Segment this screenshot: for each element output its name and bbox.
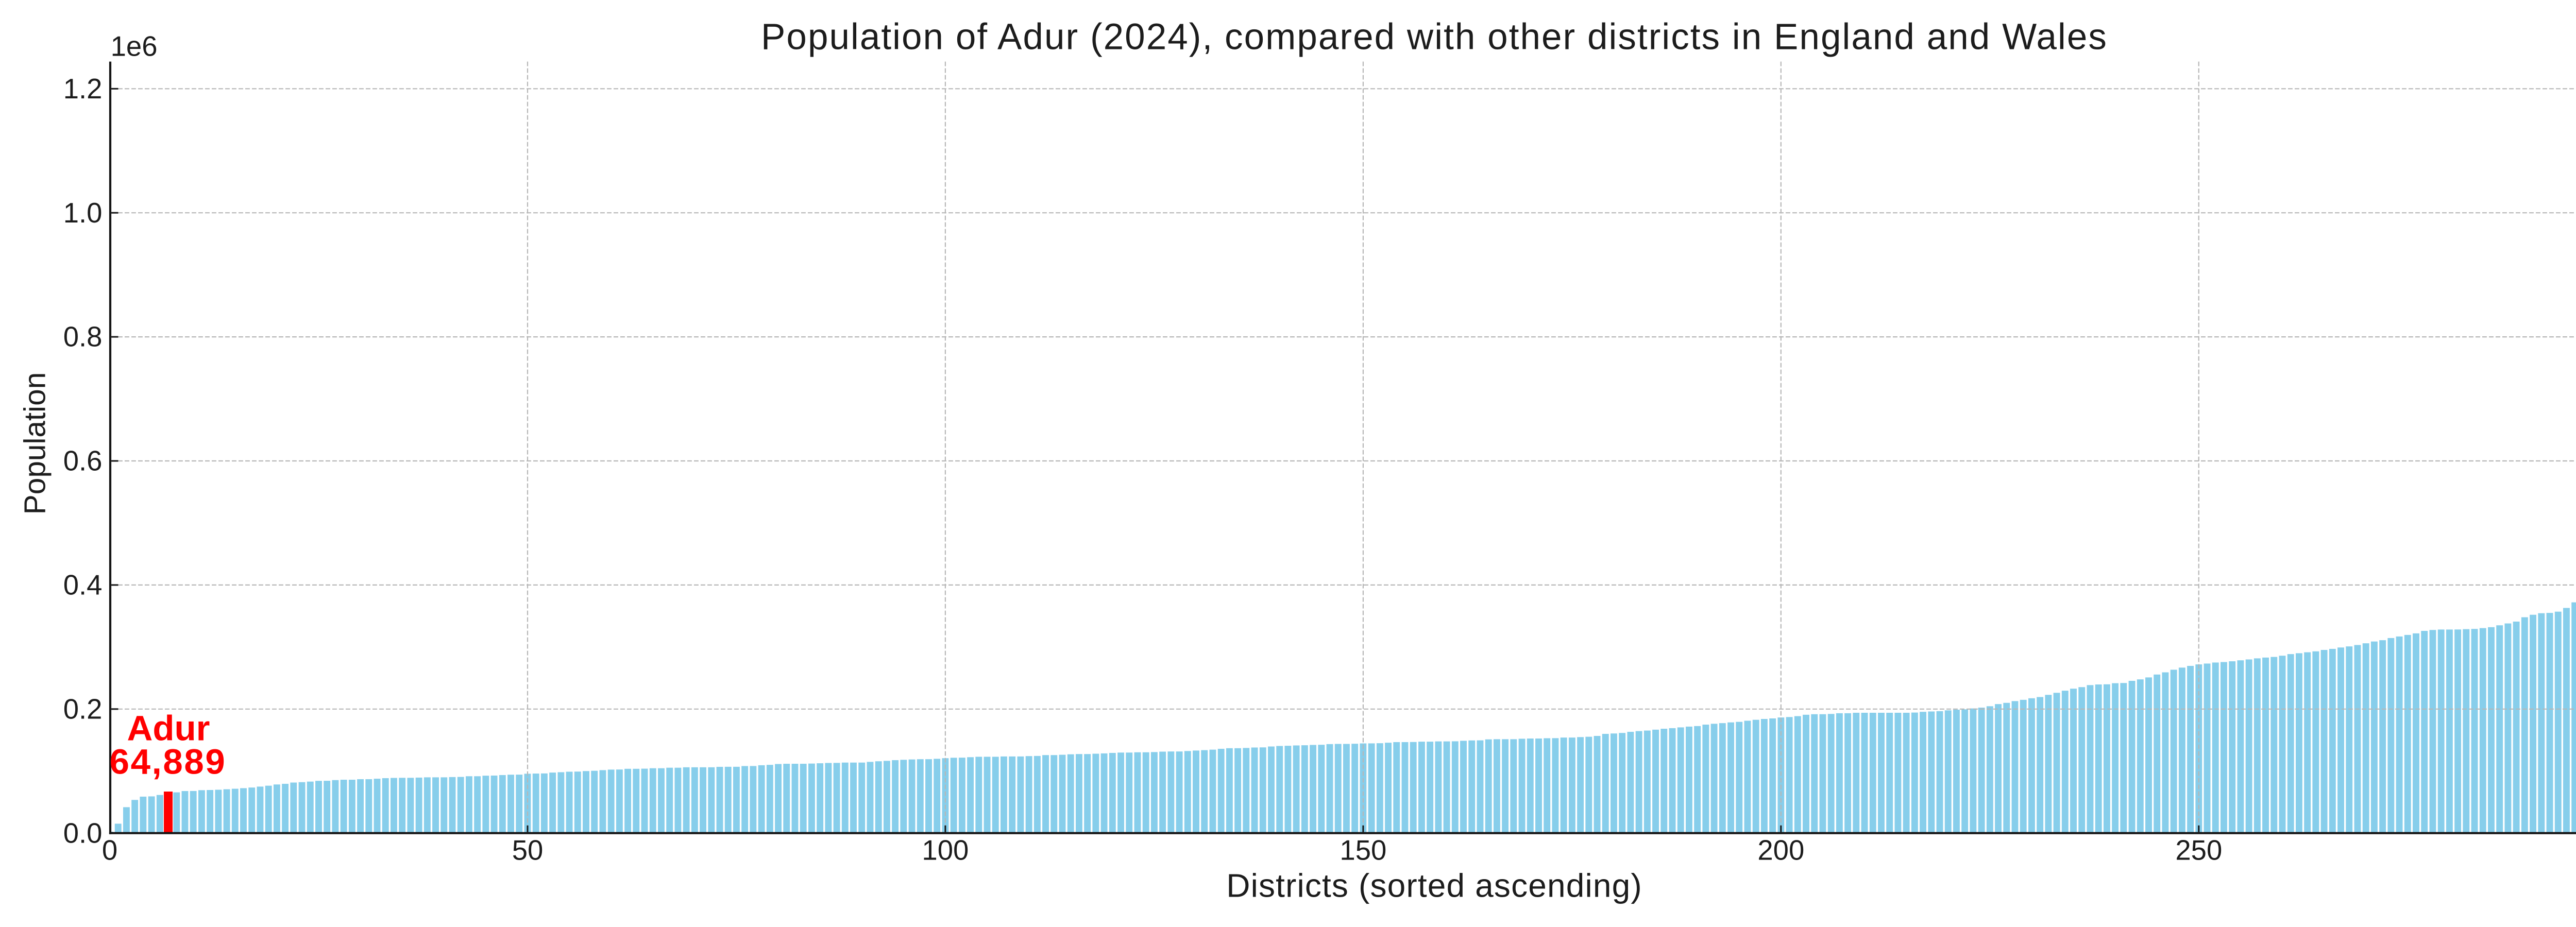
svg-text:0.2: 0.2 — [63, 693, 103, 725]
svg-text:Population of Adur (2024), com: Population of Adur (2024), compared with… — [761, 17, 2108, 58]
svg-text:50: 50 — [512, 835, 544, 866]
svg-text:Population: Population — [19, 372, 52, 514]
svg-text:150: 150 — [1340, 835, 1386, 866]
svg-text:1e6: 1e6 — [111, 31, 158, 62]
svg-text:0.0: 0.0 — [63, 817, 103, 849]
svg-text:200: 200 — [1757, 835, 1804, 866]
svg-text:100: 100 — [922, 835, 969, 866]
svg-text:0.4: 0.4 — [63, 570, 103, 601]
svg-text:1.0: 1.0 — [63, 197, 103, 229]
svg-text:0.8: 0.8 — [63, 321, 103, 353]
svg-text:Districts (sorted ascending): Districts (sorted ascending) — [1226, 867, 1642, 904]
svg-text:64,889: 64,889 — [110, 742, 227, 782]
svg-text:Adur: Adur — [127, 709, 210, 748]
svg-text:0: 0 — [102, 835, 117, 866]
svg-text:250: 250 — [2175, 835, 2222, 866]
svg-text:0.6: 0.6 — [63, 445, 103, 477]
svg-text:1.2: 1.2 — [63, 73, 103, 105]
